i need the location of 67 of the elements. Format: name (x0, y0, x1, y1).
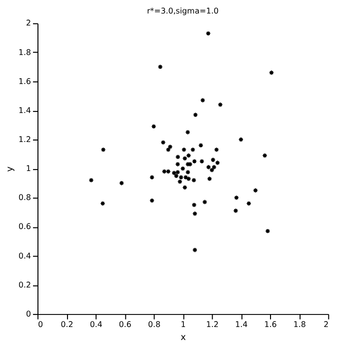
y-tick-label: 0.8 (18, 193, 32, 202)
x-tick-label: 0.4 (90, 320, 102, 330)
x-axis-title: x (180, 333, 186, 344)
x-tick-label: 1 (180, 320, 186, 330)
point (186, 176, 192, 182)
x-tick-label: 1.6 (264, 320, 277, 330)
point (262, 152, 268, 158)
y-tick-label: 1.4 (18, 106, 32, 115)
y-axis-title: y (6, 166, 16, 172)
point (166, 168, 171, 174)
x-tick-label: 0 (38, 320, 43, 330)
y-tick-label: 1.6 (18, 76, 32, 86)
point (100, 147, 106, 152)
point (119, 180, 124, 186)
point (198, 142, 204, 148)
point (265, 228, 270, 234)
point (268, 70, 274, 76)
point (206, 30, 211, 36)
y-tick-label: 1 (26, 164, 32, 174)
point (238, 136, 244, 142)
point (149, 174, 155, 180)
point (158, 64, 163, 70)
point (210, 157, 216, 162)
point (199, 158, 204, 164)
x-tick-label: 1.8 (293, 320, 306, 330)
chart-title: r*=3.0,sigma=1.0 (146, 6, 219, 16)
x-tick-label: 0.2 (60, 320, 74, 330)
point (202, 199, 208, 205)
point (191, 178, 196, 183)
point (186, 152, 192, 158)
x-tick-label: 0.6 (118, 320, 132, 330)
y-tick-label: 1.2 (18, 134, 32, 144)
point (192, 112, 198, 118)
point (168, 144, 173, 150)
point (174, 173, 179, 178)
point (100, 200, 106, 206)
x-tick-label: 1.2 (206, 320, 219, 330)
point (233, 208, 238, 214)
point (192, 211, 198, 216)
y-tick-label: 1.8 (18, 48, 32, 57)
point (192, 247, 198, 253)
y-tick-label: 0.6 (18, 222, 32, 232)
point (214, 147, 220, 152)
point (200, 98, 206, 103)
point (181, 147, 187, 152)
y-tick-label: 0.2 (18, 280, 32, 290)
x-tick-label: 2 (324, 320, 329, 330)
point (234, 195, 240, 200)
point (246, 200, 252, 206)
y-tick-label: 2 (26, 18, 32, 28)
x-tick-label: 1.4 (235, 320, 248, 330)
point (185, 170, 190, 175)
point (162, 168, 167, 174)
point (182, 156, 188, 161)
point (206, 176, 212, 182)
point (182, 184, 188, 190)
point (88, 178, 94, 183)
x-tick-label: 0.8 (148, 320, 160, 330)
point (175, 162, 180, 167)
point (185, 130, 190, 135)
point (190, 147, 196, 152)
point (252, 188, 258, 193)
point (218, 102, 223, 108)
point (166, 147, 171, 152)
point (177, 179, 182, 184)
y-tick-label: 0.4 (18, 251, 32, 260)
y-tick-label: 0 (26, 309, 32, 318)
